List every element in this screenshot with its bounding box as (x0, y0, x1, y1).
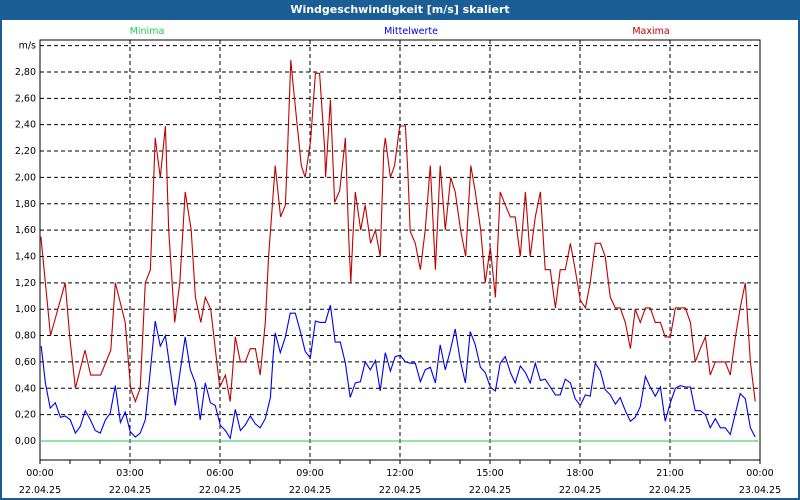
x-tick-date: 22.04.25 (109, 485, 151, 496)
y-tick-label: 0,60 (15, 357, 36, 368)
y-tick-label: 2,80 (15, 67, 36, 78)
y-axis-unit: m/s (19, 41, 36, 52)
y-tick-label: 0,40 (15, 383, 36, 394)
y-tick-label: 2,40 (15, 120, 36, 131)
y-tick-label: 1,00 (15, 304, 36, 315)
legend-minima: Minima (130, 26, 165, 37)
x-tick-date: 22.04.25 (289, 485, 331, 496)
x-tick-date: 23.04.25 (739, 485, 781, 496)
chart-area: 0,00 0,20 0,40 0,60 0,80 1,00 1,20 1,40 1,60 1,80… (2, 20, 798, 498)
x-tick-date: 22.04.25 (19, 485, 61, 496)
x-tick-time: 18:00 (566, 468, 593, 479)
x-tick-date: 22.04.25 (379, 485, 421, 496)
y-tick-label: 1,40 (15, 251, 36, 262)
x-tick-time: 03:00 (116, 468, 143, 479)
y-tick-label: 2,60 (15, 93, 36, 104)
x-tick-date: 22.04.25 (559, 485, 601, 496)
x-tick-date: 22.04.25 (469, 485, 511, 496)
x-tick-time: 06:00 (206, 468, 233, 479)
line-chart: 0,00 0,20 0,40 0,60 0,80 1,00 1,20 1,40 1,60 1,80… (15, 26, 781, 496)
x-tick-date: 22.04.25 (649, 485, 691, 496)
window-title: Windgeschwindigkeit [m/s] skaliert (0, 0, 800, 20)
y-tick-label: 0,00 (15, 436, 36, 447)
y-tick-label: 0,20 (15, 410, 36, 421)
series-line (40, 305, 756, 440)
x-tick-date: 22.04.25 (199, 485, 241, 496)
legend-maxima: Maxima (632, 26, 669, 37)
y-tick-label: 0,80 (15, 331, 36, 342)
x-tick-time: 15:00 (476, 468, 503, 479)
x-tick-time: 09:00 (296, 468, 323, 479)
y-tick-label: 1,80 (15, 199, 36, 210)
x-tick-time: 00:00 (746, 468, 773, 479)
y-tick-label: 1,60 (15, 225, 36, 236)
series-line (40, 60, 756, 404)
x-tick-time: 21:00 (656, 468, 683, 479)
x-tick-time: 12:00 (386, 468, 413, 479)
legend-mittelwerte: Mittelwerte (384, 26, 438, 37)
y-tick-label: 1,20 (15, 278, 36, 289)
y-tick-label: 2,00 (15, 172, 36, 183)
series-maxima (40, 60, 756, 404)
series-mittelwerte (40, 305, 756, 440)
x-tick-time: 00:00 (26, 468, 53, 479)
y-tick-label: 2,20 (15, 146, 36, 157)
